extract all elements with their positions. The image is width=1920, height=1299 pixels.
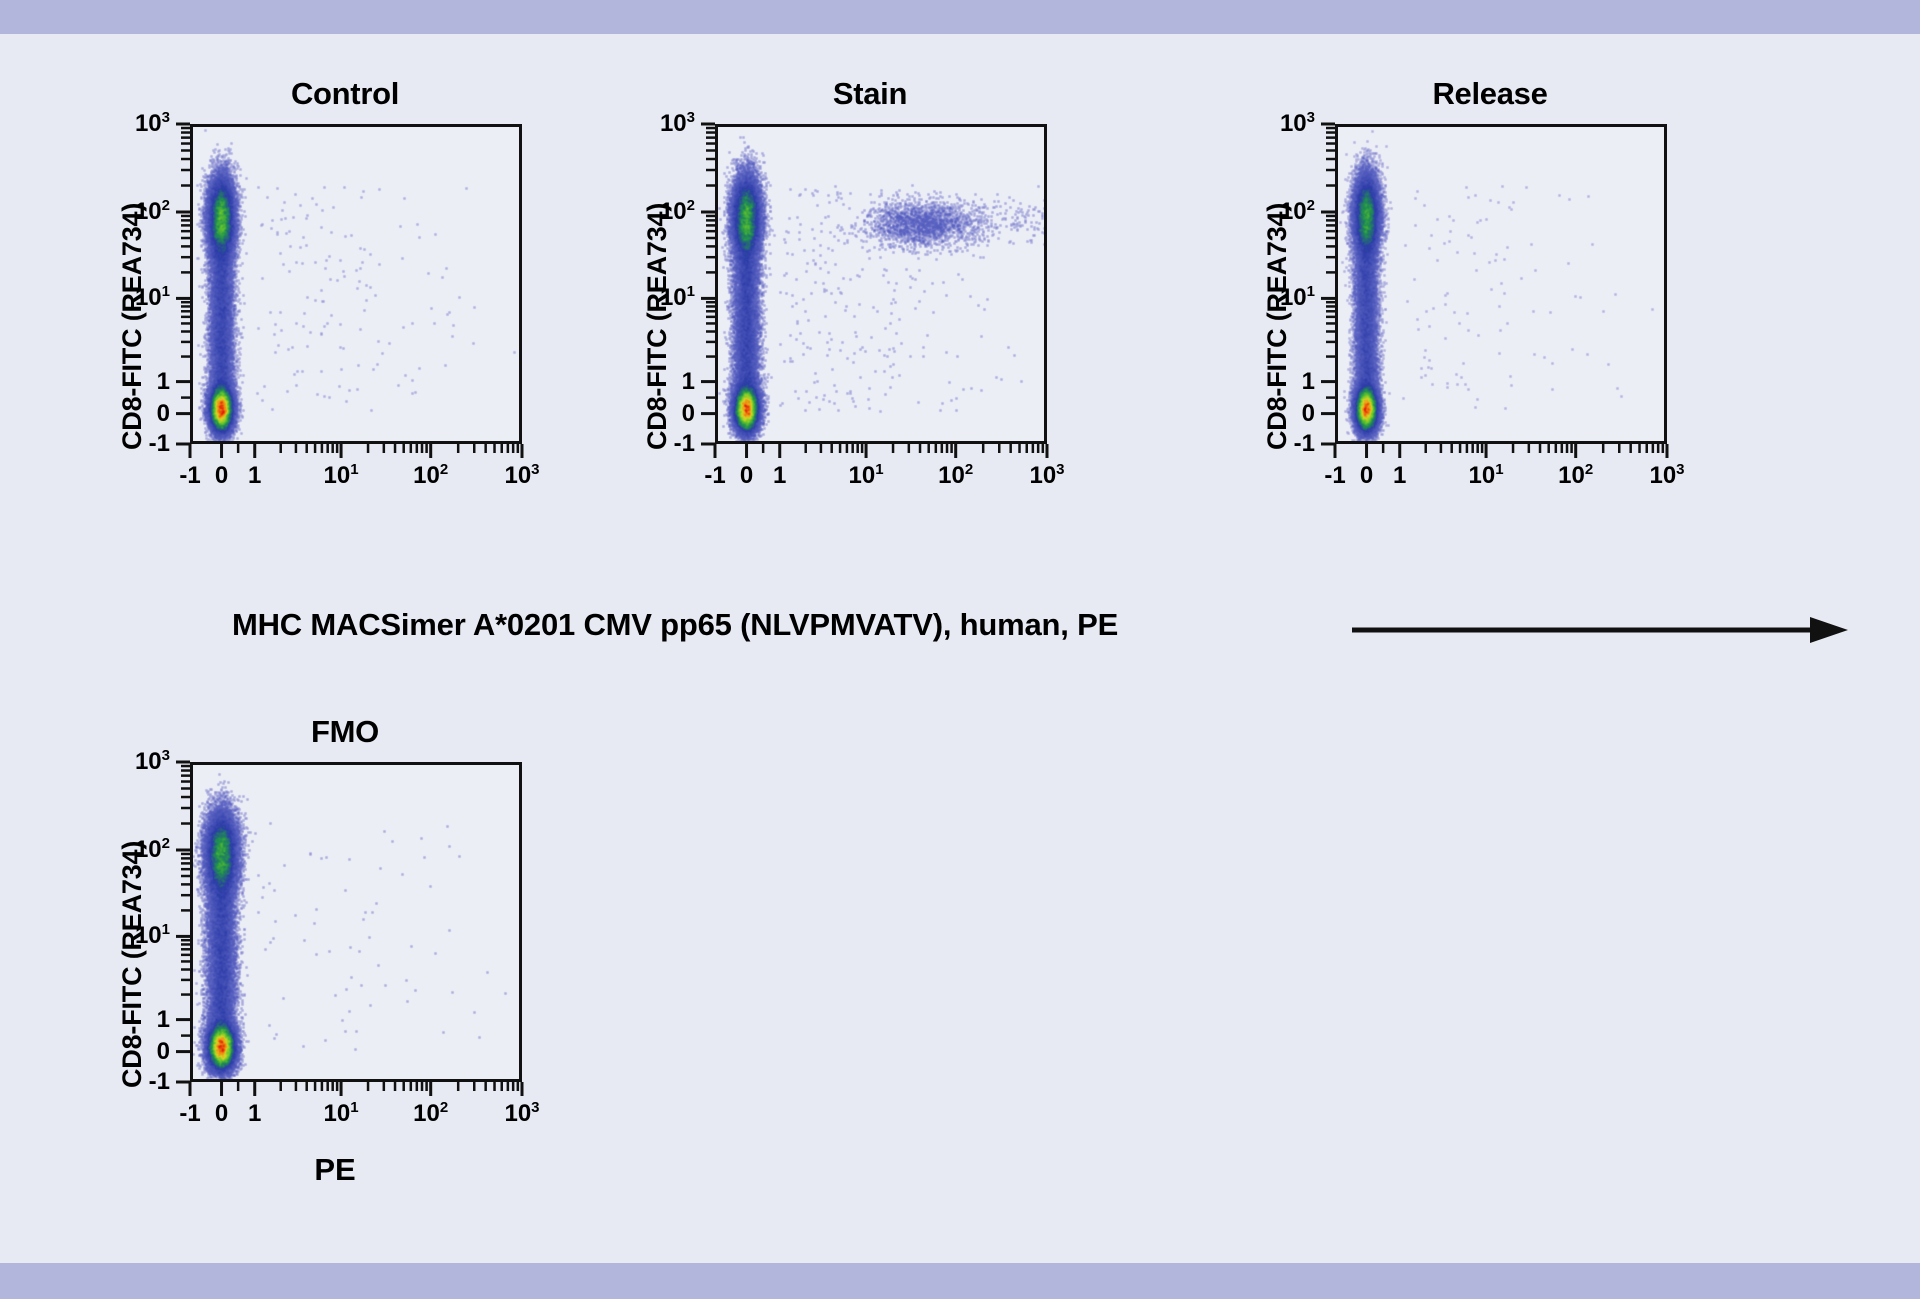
y-tick-labels: 103 102 101 1 0 -1	[1257, 110, 1315, 456]
y-tick-label: 0	[156, 399, 170, 427]
figure-stage: Control CD8-FITC (REA734) 103 102 101 1 0 -1 -1…	[0, 34, 1920, 1263]
y-tick-labels: 103 102 101 1 0 -1	[112, 748, 170, 1094]
x-tick-label: 102	[413, 461, 449, 489]
x-tick-label: -1	[704, 462, 726, 489]
top-decorative-band	[0, 0, 1920, 34]
y-tick-label: 103	[1279, 109, 1315, 137]
y-tick-label: 103	[659, 109, 695, 137]
y-tick-label: 101	[134, 921, 170, 950]
y-tick-label: 1	[1301, 367, 1315, 395]
plot-control: CD8-FITC (REA734) 103 102 101 1 0 -1 -1 0 1 101 102…	[95, 110, 562, 514]
panel-title-stain: Stain	[832, 76, 908, 111]
y-tick-label: 103	[134, 747, 170, 775]
y-tick-label: 101	[659, 283, 695, 312]
density-plot-fmo[interactable]	[190, 762, 522, 1082]
x-axis-name-fmo: PE	[314, 1152, 356, 1187]
x-tick-label: 0	[739, 462, 754, 489]
x-tick-labels: -1 0 1 101 102 103	[179, 461, 539, 498]
y-tick-label: -1	[148, 1068, 170, 1095]
y-tick-label: -1	[673, 430, 695, 457]
density-plot-release[interactable]	[1335, 124, 1667, 444]
x-tick-label: 103	[1029, 461, 1065, 489]
x-tick-label: 101	[323, 461, 359, 489]
y-tick-labels: 103 102 101 1 0 -1	[112, 110, 170, 456]
y-tick-label: -1	[1293, 430, 1315, 457]
x-tick-labels: -1 0 1 101 102 103	[704, 461, 1064, 498]
x-tick-label: -1	[1324, 462, 1346, 489]
density-plot-control[interactable]	[190, 124, 522, 444]
panel-control: Control CD8-FITC (REA734) 103 102 101 1 0 -1 -1…	[95, 76, 595, 496]
x-tick-label: 102	[938, 461, 974, 489]
y-tick-label: 102	[134, 197, 170, 225]
x-tick-labels: -1 0 1 101 102 103	[179, 1099, 539, 1136]
x-tick-label: 0	[214, 462, 229, 489]
y-tick-label: 101	[134, 283, 170, 312]
y-tick-label: 101	[1279, 283, 1315, 312]
y-tick-label: 102	[134, 835, 170, 863]
panel-fmo: FMO CD8-FITC (REA734) 103 102 101 1 0 -1 -1 0 1 10…	[95, 714, 595, 1214]
plot-release: CD8-FITC (REA734) 103 102 101 1 0 -1 -1 0 1 101 102…	[1240, 110, 1707, 514]
y-tick-label: 103	[134, 109, 170, 137]
x-tick-label: 1	[1393, 462, 1407, 489]
y-tick-label: 0	[156, 1037, 170, 1065]
panel-title-release: Release	[1432, 76, 1548, 111]
y-tick-label: 0	[681, 399, 695, 427]
x-tick-label: 1	[248, 1100, 262, 1127]
x-tick-label: -1	[179, 1100, 201, 1127]
panel-stain: Stain CD8-FITC (REA734) 103 102 101 1 0 -1 -1 0 1…	[620, 76, 1120, 496]
x-tick-label: 1	[248, 462, 262, 489]
caption-row: MHC MACSimer A*0201 CMV pp65 (NLVPMVATV)…	[0, 597, 1920, 657]
x-tick-label: 1	[773, 462, 787, 489]
density-plot-stain[interactable]	[715, 124, 1047, 444]
x-tick-label: 0	[214, 1100, 229, 1127]
x-tick-label: 103	[504, 1099, 540, 1127]
y-tick-label: 0	[1301, 399, 1315, 427]
y-tick-label: 1	[156, 1005, 170, 1033]
x-tick-label: 101	[1468, 461, 1504, 489]
y-tick-label: 1	[681, 367, 695, 395]
x-tick-label: -1	[179, 462, 201, 489]
bottom-decorative-band	[0, 1263, 1920, 1299]
panel-title-control: Control	[290, 76, 400, 111]
x-tick-label: 102	[413, 1099, 449, 1127]
x-tick-label: 101	[848, 461, 884, 489]
y-tick-labels: 103 102 101 1 0 -1	[637, 110, 695, 456]
plot-stain: CD8-FITC (REA734) 103 102 101 1 0 -1 -1 0 1 101 102…	[620, 110, 1087, 514]
panel-release: Release CD8-FITC (REA734) 103 102 101 1 0 -1 -1…	[1240, 76, 1740, 496]
x-tick-label: 102	[1558, 461, 1594, 489]
x-tick-label: 103	[1649, 461, 1685, 489]
x-tick-label: 0	[1359, 462, 1374, 489]
y-tick-label: -1	[148, 430, 170, 457]
x-tick-labels: -1 0 1 101 102 103	[1324, 461, 1684, 498]
y-tick-label: 102	[1279, 197, 1315, 225]
plot-fmo: CD8-FITC (REA734) 103 102 101 1 0 -1 -1 0 1 101 102…	[95, 748, 562, 1152]
x-tick-label: 103	[504, 461, 540, 489]
right-arrow-icon	[1352, 617, 1848, 643]
y-tick-label: 1	[156, 367, 170, 395]
x-tick-label: 101	[323, 1099, 359, 1127]
y-tick-label: 102	[659, 197, 695, 225]
panel-title-fmo: FMO	[311, 714, 379, 749]
caption-label: MHC MACSimer A*0201 CMV pp65 (NLVPMVATV)…	[232, 607, 1119, 642]
